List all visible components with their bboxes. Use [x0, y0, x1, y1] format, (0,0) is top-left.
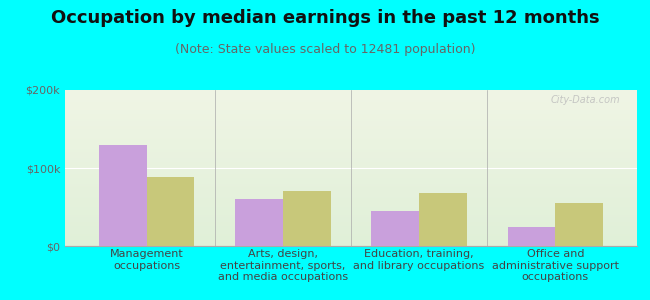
- Text: Office and
administrative support
occupations: Office and administrative support occupa…: [492, 249, 619, 282]
- Bar: [371, 211, 419, 246]
- Text: City-Data.com: City-Data.com: [550, 95, 620, 105]
- Bar: [147, 177, 194, 246]
- Bar: [235, 199, 283, 246]
- Bar: [99, 145, 147, 246]
- Text: Education, training,
and library occupations: Education, training, and library occupat…: [354, 249, 485, 271]
- Text: (Note: State values scaled to 12481 population): (Note: State values scaled to 12481 popu…: [175, 44, 475, 56]
- Text: Occupation by median earnings in the past 12 months: Occupation by median earnings in the pas…: [51, 9, 599, 27]
- Bar: [419, 193, 467, 246]
- Bar: [555, 203, 603, 246]
- Text: Management
occupations: Management occupations: [110, 249, 183, 271]
- Bar: [283, 191, 331, 246]
- Text: Arts, design,
entertainment, sports,
and media occupations: Arts, design, entertainment, sports, and…: [218, 249, 348, 282]
- Bar: [508, 226, 555, 246]
